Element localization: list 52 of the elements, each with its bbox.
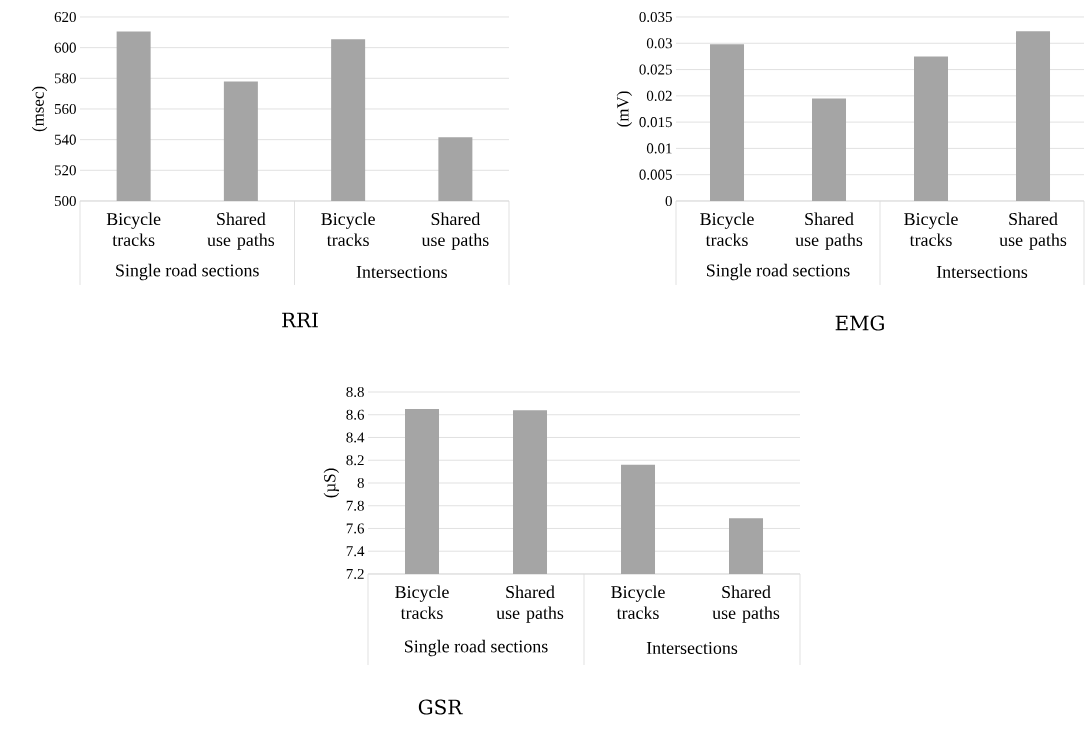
text: GSR xyxy=(418,699,463,715)
text: Single road sections xyxy=(404,639,548,657)
y-axis-title: (µS) xyxy=(323,468,339,498)
x-tick-label: Bicycle tracks xyxy=(106,212,161,247)
text: EMG xyxy=(835,315,884,331)
y-tick-label: 0.005 xyxy=(639,169,672,180)
x-tick-label: Shared use paths xyxy=(999,212,1067,250)
text: Intersections xyxy=(936,265,1028,279)
y-tick-label: 0.015 xyxy=(639,117,672,128)
y-tick-label: 540 xyxy=(54,134,76,145)
y-tick-label: 8.2 xyxy=(346,455,364,466)
y-tick-label: 7.2 xyxy=(346,568,364,580)
bar xyxy=(914,56,949,201)
y-tick-label: 600 xyxy=(54,42,76,53)
x-tick-label: Shared use paths xyxy=(496,585,564,623)
x-tick-label: Bicycle tracks xyxy=(904,212,958,247)
text: RRI xyxy=(282,312,318,328)
text: Intersections xyxy=(356,265,447,279)
y-tick-label: 0.01 xyxy=(646,143,672,154)
y-tick-label: 8.4 xyxy=(346,432,365,443)
y-tick-label: 8.6 xyxy=(346,409,365,420)
y-tick-label: 8 xyxy=(357,477,364,489)
x-tick-label: Bicycle tracks xyxy=(395,585,449,620)
x-tick-label: Shared use paths xyxy=(795,212,863,250)
text: Single road sections xyxy=(706,263,850,281)
x-tick-label: Bicycle tracks xyxy=(321,212,375,247)
x-tick-label: Bicycle tracks xyxy=(611,585,665,620)
x-tick-label: Shared use paths xyxy=(421,212,489,250)
bar xyxy=(812,98,847,201)
bar xyxy=(710,44,745,201)
y-tick-label: 7.4 xyxy=(346,546,365,557)
y-tick-label: 0.03 xyxy=(646,38,672,49)
y-tick-label: 560 xyxy=(54,103,76,115)
y-tick-label: 500 xyxy=(54,195,76,207)
y-tick-label: 0.025 xyxy=(639,64,672,75)
y-tick-label: 7.8 xyxy=(346,500,364,511)
x-tick-label: Bicycle tracks xyxy=(700,212,754,247)
x-tick-label: Shared use paths xyxy=(712,585,780,623)
y-tick-label: 0.035 xyxy=(639,11,672,23)
text: Single road sections xyxy=(116,263,259,281)
y-tick-label: 620 xyxy=(54,11,76,23)
y-tick-label: 8.8 xyxy=(346,386,364,398)
x-tick-label: Shared use paths xyxy=(207,212,275,250)
y-axis-title: (mV) xyxy=(616,91,633,127)
y-tick-label: 7.6 xyxy=(346,523,365,534)
text: Intersections xyxy=(646,641,738,655)
y-tick-label: 580 xyxy=(54,73,76,84)
y-tick-label: 0 xyxy=(665,195,672,207)
y-axis-title: (msec) xyxy=(31,86,48,132)
y-tick-label: 520 xyxy=(54,165,76,176)
bar xyxy=(1016,31,1051,201)
y-tick-label: 0.02 xyxy=(646,90,672,101)
